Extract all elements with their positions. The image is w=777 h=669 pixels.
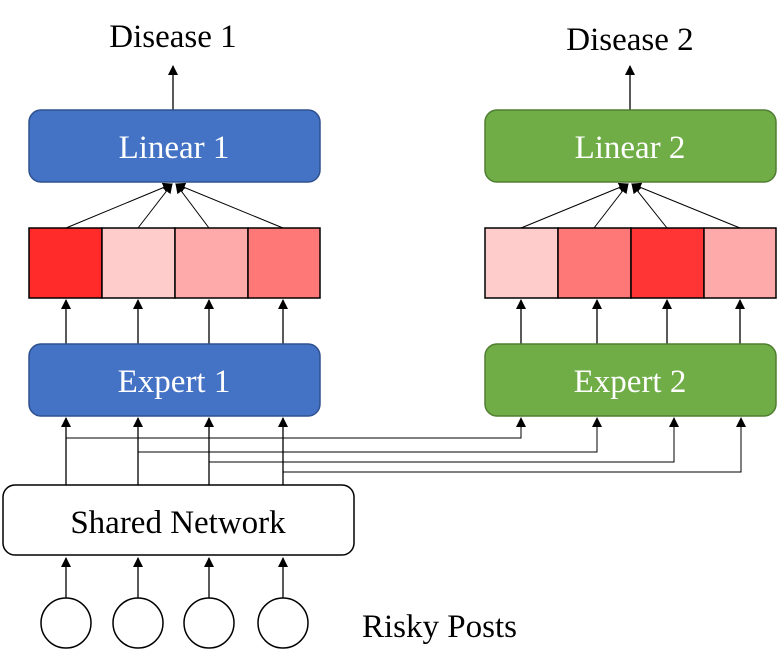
gate-2-cell <box>630 227 705 299</box>
expert-1-label: Expert 1 <box>118 364 231 400</box>
shared-to-expert-2-connectors <box>65 417 746 485</box>
expert-1-to-gate-arrows <box>61 299 288 344</box>
expert-1-box: Expert 1 <box>28 343 321 417</box>
gate-2-weights <box>484 227 777 299</box>
gate-1-cell <box>28 227 103 299</box>
gate-1-cell <box>101 227 176 299</box>
shared-network-label: Shared Network <box>70 505 286 541</box>
gate-2-cell <box>557 227 632 299</box>
gate-1-weights <box>28 227 321 299</box>
gate-1-cell <box>174 227 249 299</box>
gate-2-cell <box>703 227 777 299</box>
gate-1-cell <box>247 227 321 299</box>
input-node <box>112 597 164 649</box>
input-node <box>40 597 92 649</box>
disease-1-label: Disease 1 <box>109 19 236 55</box>
linear-2-label: Linear 2 <box>575 130 686 166</box>
disease-2-label: Disease 2 <box>566 22 693 58</box>
expert-2-label: Expert 2 <box>574 364 687 400</box>
linear-2-box: Linear 2 <box>484 109 777 183</box>
linear-1-label: Linear 1 <box>119 130 230 166</box>
expert-2-box: Expert 2 <box>484 343 777 417</box>
linear-1-box: Linear 1 <box>28 109 321 183</box>
gate-2-fan-arrows <box>520 182 741 229</box>
gate-1-fan-arrows <box>65 182 284 229</box>
input-node <box>257 597 309 649</box>
risky-posts-label: Risky Posts <box>362 609 517 645</box>
gate-2-cell <box>484 227 559 299</box>
expert-2-to-gate-arrows <box>516 299 745 344</box>
input-node <box>183 597 235 649</box>
input-arrows <box>61 557 288 598</box>
input-nodes <box>40 597 309 649</box>
shared-network-box: Shared Network <box>2 484 355 556</box>
